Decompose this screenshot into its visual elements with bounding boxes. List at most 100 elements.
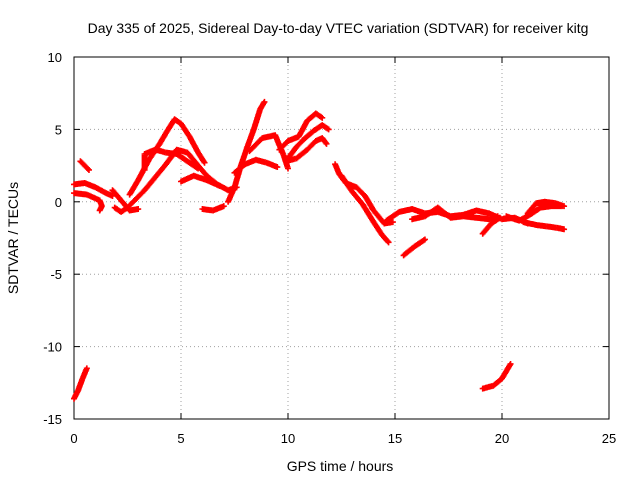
data-marker-run	[118, 205, 130, 215]
x-axis: 0 5 10 15 20 25	[70, 57, 616, 446]
data-marker-run	[178, 120, 192, 139]
data-marker	[285, 165, 291, 172]
series-arc-3	[77, 158, 92, 173]
data-marker	[83, 365, 90, 372]
series-arc-11	[231, 156, 281, 176]
data-marker-run	[488, 215, 502, 227]
data-marker-run	[396, 206, 414, 215]
data-marker-run	[400, 244, 417, 259]
y-axis: 10 5 0 -5 -10 -15	[43, 50, 609, 427]
data-marker-run	[379, 232, 391, 245]
data-marker	[561, 203, 568, 210]
series-arc-15	[282, 135, 330, 165]
data-points	[71, 98, 568, 402]
data-marker	[135, 206, 142, 213]
series-arc-1	[71, 180, 116, 200]
x-tick-label: 10	[281, 431, 295, 446]
data-marker	[507, 360, 514, 367]
series-arc-8	[178, 172, 223, 189]
data-marker-run	[304, 139, 318, 153]
series-arc-6	[126, 116, 208, 198]
data-marker-run	[479, 221, 494, 237]
x-tick-label: 0	[70, 431, 77, 446]
y-tick-label: -5	[50, 267, 62, 282]
series-arc-14	[285, 122, 332, 162]
data-marker-run	[319, 122, 331, 132]
series-arc-20	[400, 236, 428, 259]
series-arc-10	[225, 98, 268, 205]
data-marker	[216, 182, 223, 189]
data-marker-run	[520, 219, 538, 228]
data-marker-run	[246, 136, 265, 155]
data-marker-run	[126, 178, 141, 198]
data-marker-run	[81, 162, 91, 172]
data-marker	[561, 226, 568, 233]
y-tick-label: 10	[48, 50, 62, 65]
y-tick-label: 5	[55, 122, 62, 137]
data-marker-run	[195, 149, 207, 165]
data-marker-run	[276, 139, 290, 153]
x-tick-label: 20	[495, 431, 509, 446]
data-marker	[85, 166, 92, 173]
data-marker-run	[225, 185, 237, 205]
data-marker-run	[141, 175, 158, 194]
data-marker-run	[244, 127, 257, 150]
grid	[74, 57, 609, 419]
series-arc-13	[276, 110, 326, 153]
data-marker	[274, 164, 281, 171]
data-marker-run	[293, 147, 310, 162]
data-marker	[385, 239, 392, 246]
data-marker-run	[359, 201, 376, 224]
series-arc-2	[71, 190, 105, 214]
data-marker-run	[184, 149, 201, 168]
series-arc-23	[524, 198, 568, 217]
data-marker-run	[186, 133, 201, 155]
series-arc-19	[409, 204, 501, 223]
data-marker-run	[133, 188, 147, 202]
series-arc-25	[71, 365, 90, 402]
x-tick-label: 5	[177, 431, 184, 446]
series-arc-16	[332, 161, 396, 227]
data-marker-run	[349, 188, 365, 207]
data-marker-run	[370, 219, 385, 237]
data-marker-run	[171, 116, 183, 126]
data-marker	[325, 126, 332, 133]
x-tick-label: 25	[602, 431, 616, 446]
x-axis-label: GPS time / hours	[287, 458, 394, 474]
data-marker-run	[338, 172, 355, 194]
series-arc-7	[141, 146, 202, 173]
data-marker-run	[383, 209, 401, 224]
data-marker-run	[141, 152, 148, 173]
data-marker-run	[77, 158, 87, 168]
data-marker	[261, 98, 268, 105]
data-marker	[201, 159, 208, 166]
data-marker-run	[524, 201, 539, 217]
data-marker	[319, 114, 326, 121]
data-marker-run	[422, 205, 440, 220]
series-arc-21	[479, 214, 503, 237]
series-arc-9	[199, 203, 227, 214]
data-marker-run	[319, 135, 329, 146]
y-tick-label: -10	[43, 340, 62, 355]
data-marker	[323, 140, 330, 147]
data-marker	[421, 236, 428, 243]
data-marker-run	[370, 207, 387, 226]
data-marker-run	[152, 162, 168, 181]
x-tick-label: 15	[388, 431, 402, 446]
data-marker-run	[411, 237, 427, 250]
data-marker	[195, 165, 202, 172]
y-tick-label: -15	[43, 412, 62, 427]
data-marker-run	[293, 136, 308, 150]
series-arc-4	[109, 187, 142, 214]
data-marker-run	[302, 128, 316, 142]
data-marker-run	[490, 376, 504, 389]
y-axis-label: SDTVAR / TECUs	[5, 182, 21, 294]
data-marker-run	[362, 193, 376, 213]
data-marker	[496, 214, 503, 221]
series-arc-26	[479, 360, 514, 392]
data-marker-run	[499, 362, 513, 382]
data-marker-run	[295, 119, 310, 140]
data-marker-run	[250, 107, 263, 133]
plot-frame	[73, 56, 610, 420]
